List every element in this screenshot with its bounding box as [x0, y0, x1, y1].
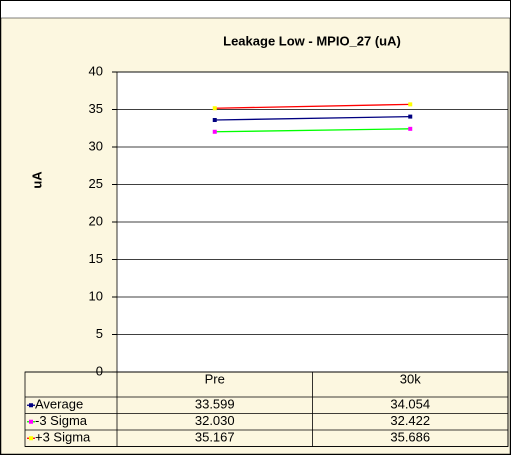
table-value: 32.030: [195, 413, 235, 428]
table-value: 35.686: [390, 430, 430, 445]
marker: [212, 129, 217, 134]
table-value: 34.054: [390, 397, 430, 412]
y-tick-label: 0: [96, 363, 103, 378]
y-tick-label: 5: [96, 326, 103, 341]
chart-title: Leakage Low - MPIO_27 (uA): [223, 33, 401, 48]
y-axis-label: uA: [29, 171, 44, 189]
legend-key-marker: [29, 436, 33, 441]
y-tick-label: 30: [89, 138, 103, 153]
y-tick-label: 25: [89, 176, 103, 191]
marker: [408, 126, 413, 131]
x-tick-label: Pre: [205, 371, 225, 386]
y-tick-label: 15: [89, 251, 103, 266]
legend-label: Average: [35, 397, 83, 412]
series-line: [214, 115, 411, 121]
legend-label: -3 Sigma: [35, 413, 88, 428]
marker: [408, 102, 413, 107]
legend-key-marker: [29, 419, 33, 424]
y-tick-label: 10: [89, 288, 103, 303]
series-line: [214, 128, 411, 133]
y-tick-label: 20: [89, 213, 103, 228]
table-value: 35.167: [195, 430, 235, 445]
legend-key-marker: [29, 403, 33, 408]
legend-label: +3 Sigma: [35, 430, 91, 445]
marker: [212, 118, 217, 123]
marker: [408, 114, 413, 119]
y-tick-label: 40: [89, 63, 103, 78]
marker: [212, 106, 217, 111]
table-value: 33.599: [195, 397, 235, 412]
series-line: [214, 103, 411, 109]
y-tick-label: 35: [89, 101, 103, 116]
x-tick-label: 30k: [400, 371, 421, 386]
table-value: 32.422: [390, 413, 430, 428]
